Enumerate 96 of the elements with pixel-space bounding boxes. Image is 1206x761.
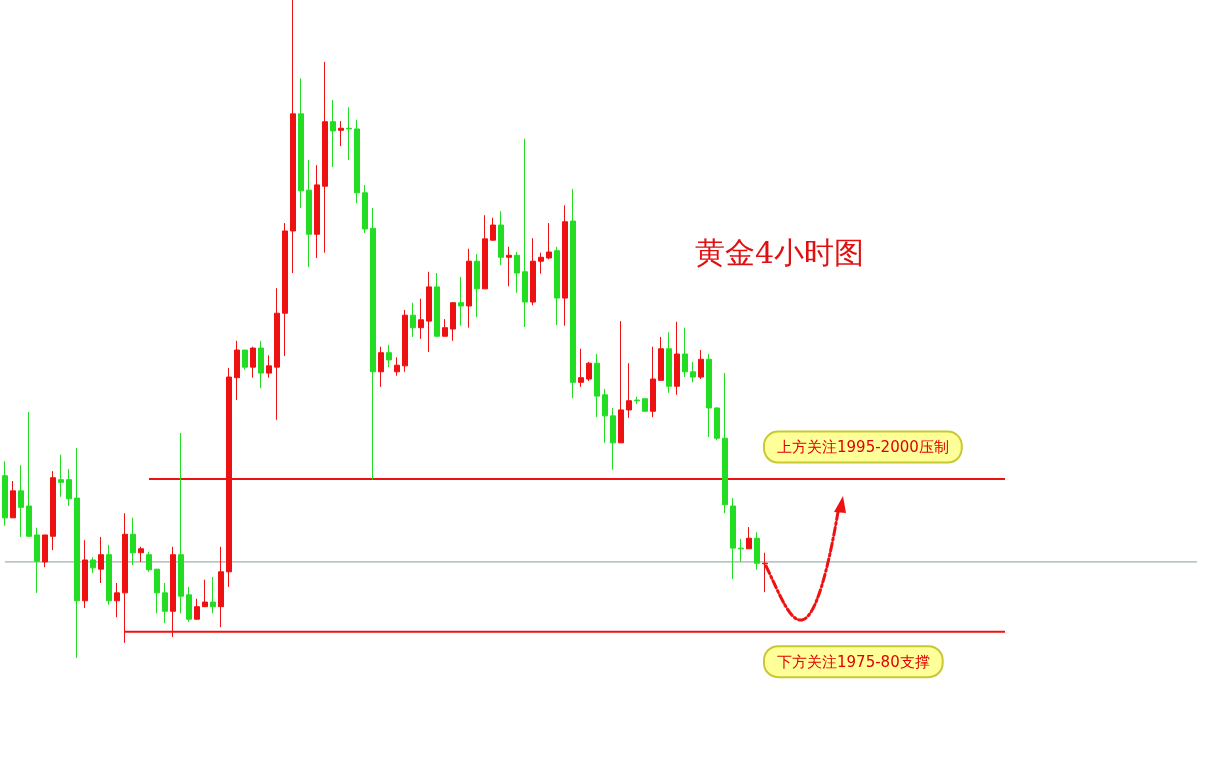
candlestick [370, 207, 376, 481]
candlestick [82, 539, 88, 609]
candlestick [98, 536, 104, 584]
candlestick [514, 251, 520, 294]
candlestick [666, 331, 672, 394]
candlestick [306, 159, 312, 268]
candlestick [106, 544, 112, 606]
ref-line-label: 下方关注1975-80支撑 [777, 652, 930, 671]
candlestick [442, 318, 448, 337]
candlestick [482, 214, 488, 290]
candlestick [346, 106, 352, 161]
candlestick [378, 346, 384, 388]
candlestick [594, 353, 600, 418]
candlestick [274, 287, 280, 421]
candlestick [738, 538, 744, 563]
candlestick [506, 246, 512, 287]
candlestick [698, 349, 704, 380]
candlestick [130, 517, 136, 566]
candlestick [186, 586, 192, 623]
candlestick [746, 526, 752, 550]
candlestick [706, 353, 712, 438]
candlestick [2, 460, 8, 527]
candlestick [242, 349, 248, 371]
candlestick [202, 579, 208, 608]
candlestick [74, 447, 80, 659]
candlestick [578, 348, 584, 388]
candlestick [466, 248, 472, 329]
candlestick [586, 361, 592, 382]
candlestick [498, 210, 504, 266]
candlestick [458, 276, 464, 327]
candlestick [402, 309, 408, 373]
candlestick [282, 222, 288, 357]
candlestick [330, 99, 336, 168]
candlestick [26, 411, 32, 537]
candlestick [290, 0, 296, 274]
candlestick [522, 138, 528, 328]
candlestick [114, 582, 120, 618]
candlestick [42, 534, 48, 568]
candlestick [762, 552, 768, 593]
candlestick [690, 361, 696, 383]
candlestick [730, 497, 736, 580]
candlestick [34, 527, 40, 594]
candlestick [66, 468, 72, 507]
candlestick [10, 480, 16, 519]
candlestick [394, 356, 400, 377]
candlestick [50, 470, 56, 551]
candlestick [626, 362, 632, 419]
candlestick [618, 320, 624, 444]
candlestick [194, 598, 200, 621]
candlestick [434, 272, 440, 337]
text: 黄金4小时图 [695, 234, 865, 270]
candlestick [178, 432, 184, 614]
candlestick [722, 372, 728, 514]
candlestick [138, 546, 144, 563]
candlestick [354, 119, 360, 204]
candlestick [418, 298, 424, 340]
candlestick [410, 302, 416, 338]
candlestick [602, 388, 608, 444]
candlestick [474, 253, 480, 318]
candlestick [714, 406, 720, 441]
candlestick [258, 340, 264, 389]
candlestick [570, 188, 576, 399]
candlestick [546, 222, 552, 260]
candlestick [650, 346, 656, 418]
candlestick [554, 246, 560, 326]
candlestick [682, 327, 688, 378]
candlestick [234, 340, 240, 401]
candlestick [530, 237, 536, 306]
candlestick [90, 556, 96, 574]
candlestick [18, 464, 24, 538]
candlestick [298, 77, 304, 209]
candlestick [362, 184, 368, 234]
candlestick [154, 568, 160, 614]
candlestick [610, 407, 616, 471]
candlestick [450, 302, 456, 342]
ref-line-label: 上方关注1995-2000压制 [777, 438, 949, 457]
candlestick [210, 576, 216, 614]
candlestick [314, 164, 320, 259]
candlestick [322, 61, 328, 254]
candlestick [634, 396, 640, 405]
candlestick [250, 346, 256, 379]
candlestick [658, 336, 664, 381]
candlestick [674, 321, 680, 396]
candlestick [642, 398, 648, 413]
candlestick [162, 582, 168, 624]
candlestick [338, 120, 344, 147]
candlestick [490, 217, 496, 242]
candlestick [538, 252, 544, 275]
candlestick [754, 531, 760, 571]
candlestick [58, 454, 64, 498]
candlestick [146, 551, 152, 573]
candlestick [218, 546, 224, 628]
candlestick [562, 204, 568, 327]
candlestick [266, 354, 272, 379]
candlestick [426, 271, 432, 353]
candlestick [386, 344, 392, 368]
